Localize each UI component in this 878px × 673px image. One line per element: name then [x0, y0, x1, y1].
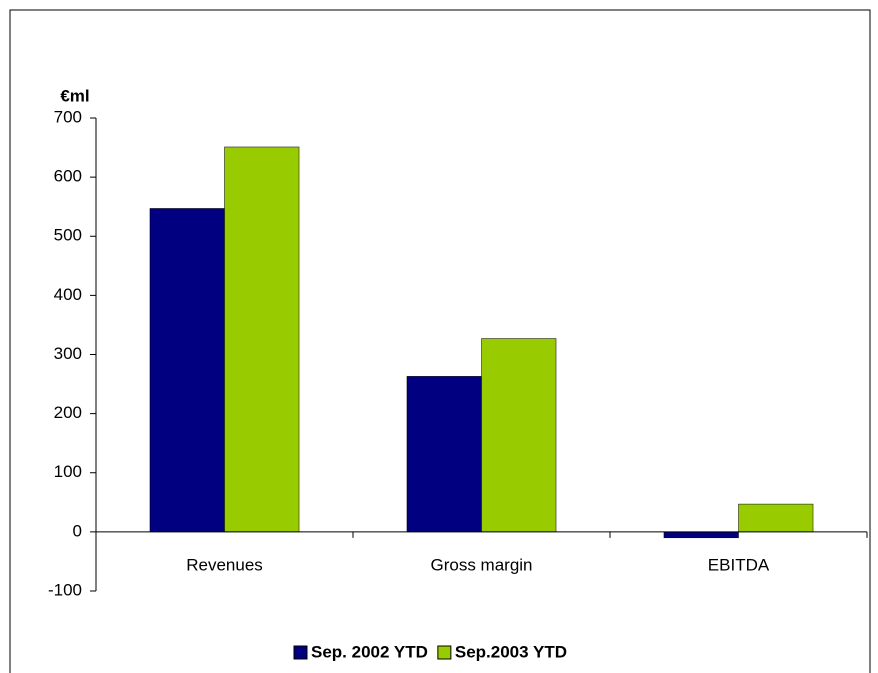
y-tick-label: -100	[48, 580, 82, 599]
legend-label: Sep. 2002 YTD	[311, 642, 428, 661]
y-tick-label: 700	[54, 107, 82, 126]
x-tick-label: Revenues	[186, 555, 263, 574]
y-axis-label: €ml	[60, 86, 89, 105]
bar	[406, 376, 482, 533]
y-tick-label: 200	[54, 403, 82, 422]
legend-swatch	[293, 645, 308, 660]
y-tick-label: 600	[54, 167, 82, 186]
bar	[224, 146, 300, 533]
x-tick-label: EBITDA	[708, 555, 770, 574]
y-tick-label: 400	[54, 285, 82, 304]
bar	[149, 208, 225, 533]
bar	[663, 531, 739, 539]
y-tick-label: 300	[54, 344, 82, 363]
y-tick-label: 0	[73, 521, 82, 540]
bar	[481, 338, 557, 533]
frame	[9, 9, 871, 673]
legend-label: Sep.2003 YTD	[455, 642, 567, 661]
x-tick-label: Gross margin	[430, 555, 532, 574]
legend-swatch	[437, 645, 452, 660]
y-tick-label: 100	[54, 462, 82, 481]
bar	[738, 503, 814, 533]
y-tick-label: 500	[54, 226, 82, 245]
